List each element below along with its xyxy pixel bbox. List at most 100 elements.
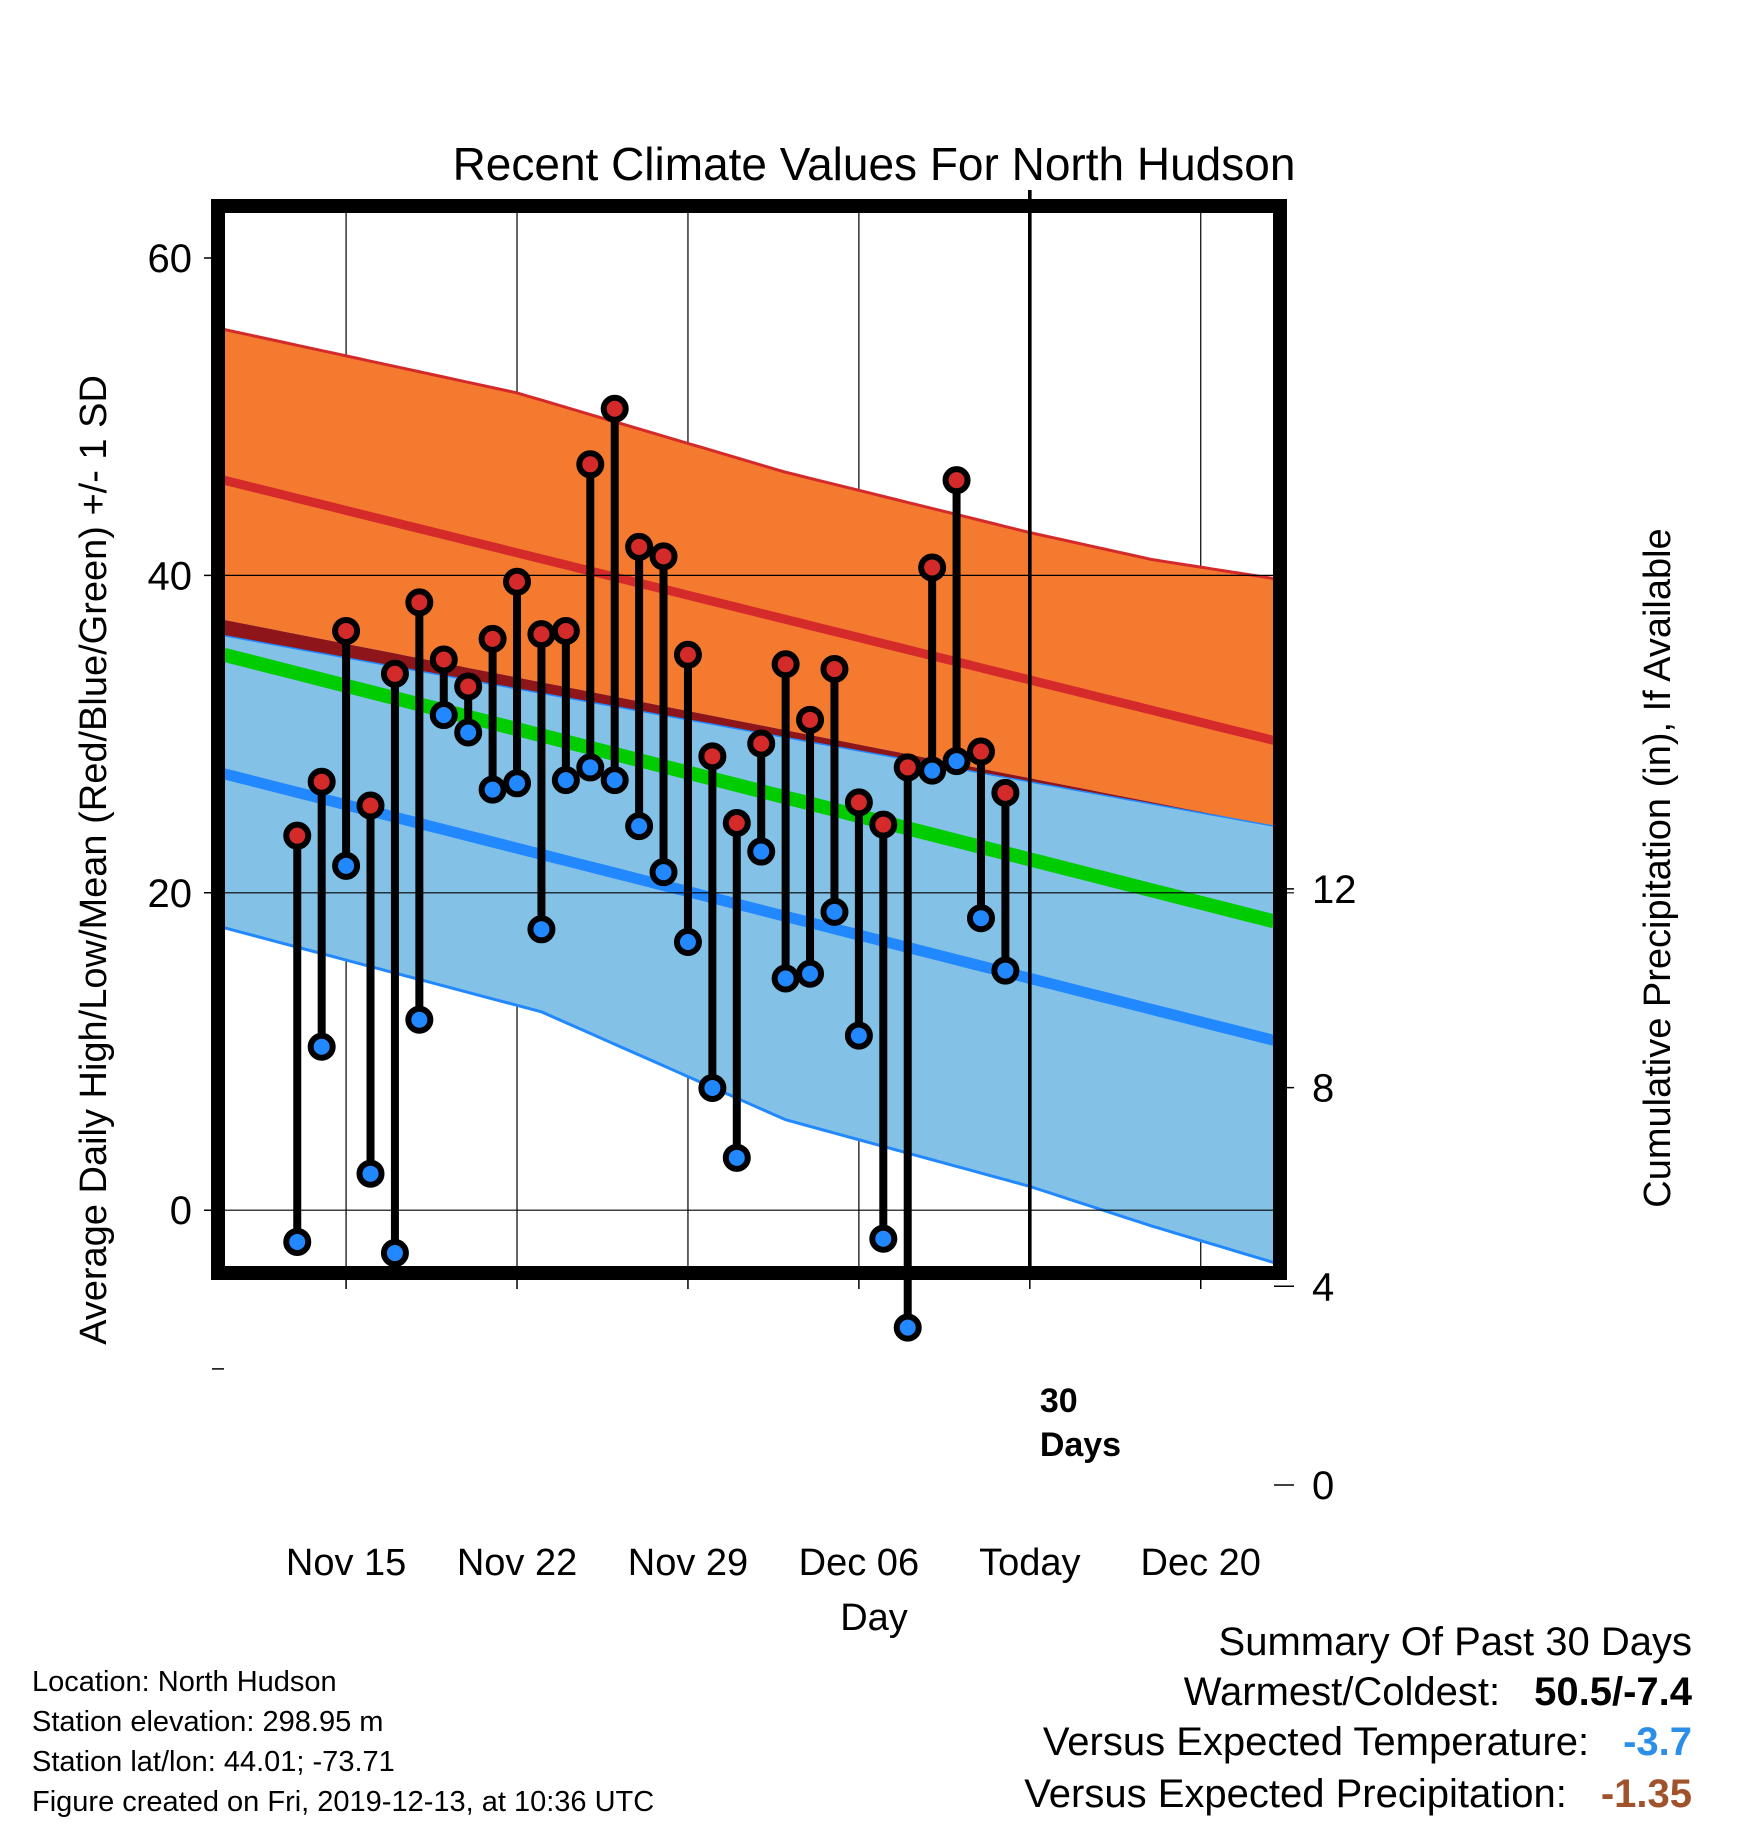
daily-low-point [405,1005,434,1034]
daily-low-point [771,964,800,993]
daily-low-point [820,897,849,926]
info-elevation: Station elevation: 298.95 m [32,1706,384,1738]
daily-low-point [600,766,629,795]
daily-high-point [478,624,507,653]
summary-precip-label: Versus Expected Precipitation: [1024,1772,1567,1816]
daily-high-point [844,788,873,817]
y-tick-label: 60 [148,237,193,281]
daily-low-point [649,858,678,887]
daily-low-point [429,701,458,730]
today-label-line-1: Days [1040,1426,1121,1464]
precip-area [441,1377,1274,1485]
daily-high-point [380,659,409,688]
daily-high-point [698,742,727,771]
today-label-line-0: 30 [1040,1382,1078,1420]
daily-high-point [625,532,654,561]
daily-low-point [283,1227,312,1256]
normal-high-line [224,475,1274,745]
daily-low-point [722,1143,751,1172]
daily-high-point [771,650,800,679]
summary-warmest-value: 50.5/-7.4 [1534,1670,1692,1714]
daily-high-point [820,655,849,684]
normal-mean-line [224,647,1274,929]
info-latlon: Station lat/lon: 44.01; -73.71 [32,1746,395,1778]
daily-high-point [722,808,751,837]
summary-warmest-label: Warmest/Coldest: [1183,1670,1501,1714]
daily-high-point [307,767,336,796]
daily-high-point [576,450,605,479]
daily-low-point [869,1224,898,1253]
x-tick-label: Dec 20 [1141,1542,1261,1584]
x-tick-label: Today [979,1542,1080,1584]
y2-axis-label: Cumulative Precipitation (in), If Availa… [1637,528,1679,1207]
daily-low-point [527,915,556,944]
daily-high-point [869,810,898,839]
daily-low-point [356,1159,385,1188]
y-tick-label: 0 [170,1189,192,1233]
daily-high-point [991,778,1020,807]
y2-tick-label: 12 [1312,868,1357,912]
daily-high-point [429,645,458,674]
normal-low-line [224,768,1274,1046]
daily-low-point [625,812,654,841]
daily-low-point [307,1032,336,1061]
daily-low-point [478,775,507,804]
daily-low-point [332,851,361,880]
daily-high-point [747,729,776,758]
summary-temp-row: Versus Expected Temperature: -3.7 [1043,1720,1692,1765]
daily-low-point [966,904,995,933]
info-created: Figure created on Fri, 2019-12-13, at 10… [32,1786,655,1818]
daily-high-point [942,466,971,495]
x-tick-label: Dec 06 [799,1542,919,1584]
summary-temp-value: -3.7 [1623,1720,1692,1764]
y-tick-label: 20 [148,872,193,916]
plot-content [224,212,1274,1485]
summary-temp-label: Versus Expected Temperature: [1042,1720,1590,1764]
summary-precip-row: Versus Expected Precipitation: -1.35 [1024,1772,1692,1817]
y2-tick-label: 4 [1312,1265,1334,1309]
daily-low-point [796,959,825,988]
chart-title: Recent Climate Values For North Hudson [453,138,1296,190]
daily-low-point [942,747,971,776]
daily-low-point [576,753,605,782]
daily-low-point [551,766,580,795]
y-axis-label: Average Daily High/Low/Mean (Red/Blue/Gr… [73,375,115,1345]
daily-high-point [527,620,556,649]
daily-high-point [454,672,483,701]
x-axis-label: Day [840,1597,908,1639]
daily-low-point [673,928,702,957]
y2-tick-label: 0 [1312,1464,1334,1508]
daily-low-point [454,718,483,747]
summary-title: Summary Of Past 30 Days [1218,1620,1692,1664]
daily-low-point [747,837,776,866]
x-tick-label: Nov 29 [628,1542,748,1584]
daily-high-point [673,640,702,669]
plot-frame [211,199,1287,1280]
low-minus-sd-line [224,926,1274,1265]
high-plus-sd-line [224,327,1274,581]
daily-low-point [918,756,947,785]
daily-high-point [332,616,361,645]
daily-high-point [796,705,825,734]
summary-warmest-row: Warmest/Coldest: 50.5/-7.4 [1184,1670,1692,1715]
daily-high-point [551,616,580,645]
daily-low-point [503,769,532,798]
daily-high-point [918,553,947,582]
daily-low-point [380,1239,409,1268]
daily-high-point [893,753,922,782]
daily-low-point [893,1313,922,1342]
x-tick-label: Nov 15 [286,1542,406,1584]
x-tick-label: Nov 22 [457,1542,577,1584]
daily-high-point [966,737,995,766]
daily-low-point [844,1021,873,1050]
daily-high-point [503,567,532,596]
daily-high-point [283,821,312,850]
info-location: Location: North Hudson [32,1666,337,1698]
summary-precip-value: -1.35 [1600,1772,1692,1816]
daily-high-point [649,542,678,571]
high-sd-band [224,329,1274,827]
daily-high-point [356,791,385,820]
daily-low-point [991,956,1020,985]
